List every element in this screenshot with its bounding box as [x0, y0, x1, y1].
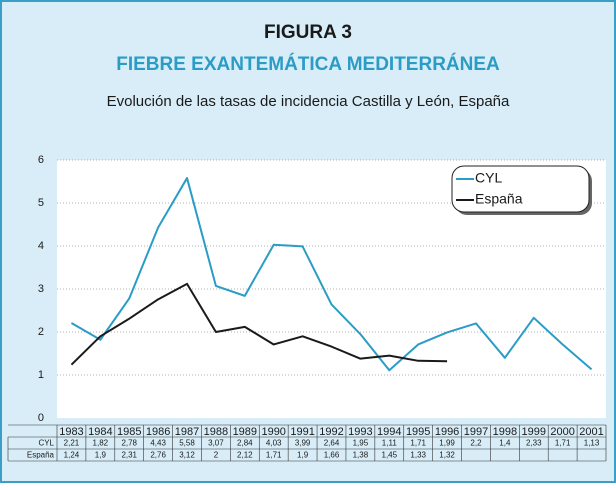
- x-tick-label: 1983: [59, 426, 83, 438]
- data-label: 2,12: [237, 451, 253, 460]
- chart-subtitle: FIEBRE EXANTEMÁTICA MEDITERRÁNEA: [116, 53, 500, 75]
- chart-caption: Evolución de las tasas de incidencia Cas…: [107, 93, 510, 110]
- x-tick-label: 1995: [406, 426, 430, 438]
- data-label: 1,13: [584, 439, 600, 448]
- data-label: 2,2: [470, 439, 482, 448]
- legend-box: [451, 165, 590, 213]
- data-label: 1,38: [353, 451, 369, 460]
- data-label: 1,11: [382, 439, 398, 448]
- data-label: 1,45: [382, 451, 398, 460]
- y-tick-label: 1: [38, 369, 44, 381]
- x-tick-label: 1991: [290, 426, 314, 438]
- data-label: 2: [214, 451, 219, 460]
- data-label: 1,9: [95, 451, 107, 460]
- data-label: 2,76: [150, 451, 166, 460]
- data-label: 4,03: [266, 439, 282, 448]
- data-label: 2,78: [121, 439, 137, 448]
- x-tick-label: 1997: [464, 426, 488, 438]
- data-label: 1,33: [410, 451, 426, 460]
- data-label: 2,64: [324, 439, 340, 448]
- data-label: 1,4: [499, 439, 511, 448]
- data-label: 1,99: [439, 439, 455, 448]
- x-tick-label: 1990: [261, 426, 285, 438]
- y-tick-label: 3: [38, 283, 44, 295]
- x-tick-label: 1987: [175, 426, 199, 438]
- data-label: 2,31: [121, 451, 137, 460]
- data-label: 1,71: [555, 439, 571, 448]
- x-tick-label: 1996: [435, 426, 459, 438]
- x-tick-label: 1988: [204, 426, 228, 438]
- y-tick-label: 4: [38, 240, 44, 252]
- x-tick-label: 1999: [522, 426, 546, 438]
- data-label: 1,71: [410, 439, 426, 448]
- x-tick-label: 2000: [550, 426, 574, 438]
- series-line: [70, 282, 448, 366]
- data-label: 3,07: [208, 439, 224, 448]
- table-row-label: España: [27, 451, 55, 460]
- x-tick-label: 1985: [117, 426, 141, 438]
- data-label: 4,43: [150, 439, 166, 448]
- data-label: 1,24: [64, 451, 80, 460]
- data-label: 3,12: [179, 451, 195, 460]
- data-label: 1,66: [324, 451, 340, 460]
- y-tick-label: 0: [38, 412, 44, 424]
- data-label: 1,9: [297, 451, 309, 460]
- table-row-label: CYL: [38, 439, 54, 448]
- x-tick-label: 1998: [493, 426, 517, 438]
- series-line: [70, 177, 593, 372]
- data-label: 2,84: [237, 439, 253, 448]
- data-label: 1,82: [93, 439, 109, 448]
- data-label: 3,99: [295, 439, 311, 448]
- x-tick-label: 1989: [233, 426, 257, 438]
- x-tick-label: 1992: [319, 426, 343, 438]
- x-tick-label: 1984: [88, 426, 112, 438]
- data-label: 2,33: [526, 439, 542, 448]
- data-label: 5,58: [179, 439, 195, 448]
- y-tick-label: 6: [38, 154, 44, 166]
- data-label: 1,95: [353, 439, 369, 448]
- chart-title: FIGURA 3: [264, 22, 352, 43]
- data-label: 1,32: [439, 451, 455, 460]
- x-tick-label: 1993: [348, 426, 372, 438]
- x-tick-label: 1994: [377, 426, 401, 438]
- legend-label: España: [475, 191, 523, 207]
- y-tick-label: 2: [38, 326, 44, 338]
- data-label: 1,71: [266, 451, 282, 460]
- x-tick-label: 1986: [146, 426, 170, 438]
- data-label: 2,21: [64, 439, 80, 448]
- legend-label: CYL: [475, 170, 502, 186]
- x-tick-label: 2001: [579, 426, 603, 438]
- y-tick-label: 5: [38, 197, 44, 209]
